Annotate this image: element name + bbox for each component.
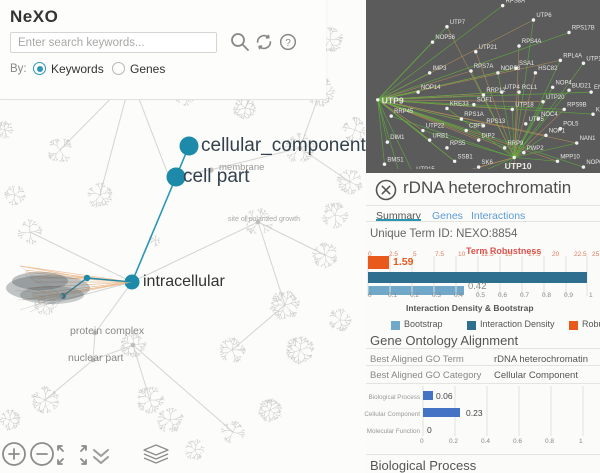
svg-text:NOP14: NOP14 [421,85,441,91]
svg-text:SOF1: SOF1 [477,98,493,104]
svg-text:RPS17B: RPS17B [572,26,595,32]
svg-text:NOP1: NOP1 [549,128,566,134]
svg-text:0.06: 0.06 [436,391,453,401]
svg-text:NAN1: NAN1 [580,136,597,142]
svg-text:KRE33: KRE33 [450,102,470,108]
svg-text:BUD21: BUD21 [572,83,592,89]
svg-text:UTP15: UTP15 [416,167,435,169]
svg-text:HSC82: HSC82 [538,66,557,72]
svg-text:POL5: POL5 [563,122,579,128]
svg-text:0: 0 [427,425,432,435]
svg-text:SSA1: SSA1 [519,61,535,67]
svg-text:ENP1: ENP1 [594,85,600,91]
svg-text:NOP58: NOP58 [501,66,521,72]
svg-text:UTP10: UTP10 [505,161,532,169]
svg-text:RPS7A: RPS7A [474,64,494,70]
svg-text:RCL1: RCL1 [522,85,538,91]
svg-text:RPS9B: RPS9B [567,103,587,109]
svg-text:RRP12: RRP12 [486,88,505,94]
svg-text:RRP9: RRP9 [508,141,525,147]
svg-text:KR: KR [596,107,600,113]
svg-text:RPL4A: RPL4A [563,54,582,60]
svg-text:UTP20: UTP20 [546,95,565,101]
svg-text:Cellular Component: Cellular Component [364,411,420,418]
svg-text:NOP4: NOP4 [556,80,573,86]
svg-text:CBF5: CBF5 [469,124,485,130]
svg-text:PWP2: PWP2 [527,146,544,152]
svg-text:UTP6: UTP6 [536,13,552,19]
svg-text:UTP4: UTP4 [505,85,521,91]
svg-text:?: ? [285,38,291,49]
svg-text:UTP18: UTP18 [515,103,534,109]
svg-text:RRP45: RRP45 [394,109,414,115]
svg-text:UTP7: UTP7 [450,20,465,26]
svg-text:UTP21: UTP21 [479,45,498,51]
svg-text:RPS8A: RPS8A [506,0,526,5]
svg-text:RPS13: RPS13 [486,119,506,125]
svg-text:RPS5: RPS5 [450,141,466,147]
svg-text:MPP10: MPP10 [560,154,580,160]
svg-text:DIP2: DIP2 [482,133,495,139]
svg-text:BMS1: BMS1 [387,157,404,163]
svg-text:RPS4A: RPS4A [522,39,542,45]
svg-text:UTP9: UTP9 [382,96,404,106]
svg-text:UTP22: UTP22 [426,124,444,130]
svg-text:UTP5: UTP5 [529,117,545,123]
svg-text:IMP3: IMP3 [433,66,448,72]
svg-text:Biological Process: Biological Process [369,394,420,401]
svg-text:RPS1A: RPS1A [464,112,484,118]
svg-text:URB1: URB1 [433,133,450,139]
svg-text:SSB1: SSB1 [458,154,474,160]
svg-text:DIM1: DIM1 [390,135,405,141]
svg-text:SK6: SK6 [482,160,494,166]
svg-text:Molecular Function: Molecular Function [367,428,421,435]
svg-text:UTP13: UTP13 [586,56,600,62]
svg-text:NOP6: NOP6 [586,160,600,166]
svg-text:0.23: 0.23 [466,408,483,418]
svg-text:NOP56: NOP56 [435,35,455,41]
